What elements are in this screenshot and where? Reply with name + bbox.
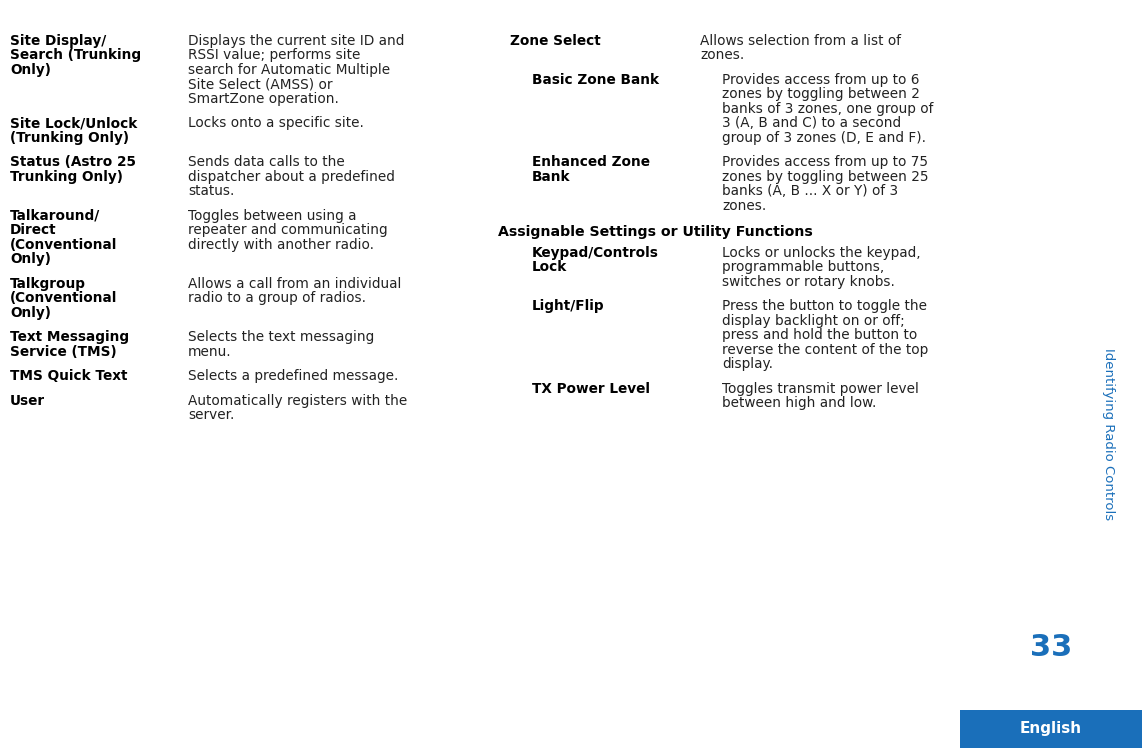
- Text: Basic Zone Bank: Basic Zone Bank: [532, 73, 659, 87]
- Text: switches or rotary knobs.: switches or rotary knobs.: [722, 275, 895, 289]
- Text: radio to a group of radios.: radio to a group of radios.: [188, 291, 365, 305]
- Text: reverse the content of the top: reverse the content of the top: [722, 343, 928, 357]
- Text: zones by toggling between 25: zones by toggling between 25: [722, 170, 928, 184]
- Text: display backlight on or off;: display backlight on or off;: [722, 313, 904, 328]
- Text: (Trunking Only): (Trunking Only): [10, 131, 129, 144]
- Text: banks of 3 zones, one group of: banks of 3 zones, one group of: [722, 102, 933, 116]
- Text: Only): Only): [10, 306, 51, 319]
- Text: Allows a call from an individual: Allows a call from an individual: [188, 277, 401, 291]
- Text: Toggles between using a: Toggles between using a: [188, 209, 356, 223]
- Text: Light/Flip: Light/Flip: [532, 299, 604, 313]
- Bar: [960, 710, 1142, 748]
- Text: Service (TMS): Service (TMS): [10, 345, 116, 358]
- Text: Status (Astro 25: Status (Astro 25: [10, 155, 136, 169]
- Text: Text Messaging: Text Messaging: [10, 330, 129, 344]
- Text: zones.: zones.: [700, 48, 745, 62]
- Text: Enhanced Zone: Enhanced Zone: [532, 155, 650, 169]
- Text: Selects the text messaging: Selects the text messaging: [188, 330, 375, 344]
- Text: Allows selection from a list of: Allows selection from a list of: [700, 34, 901, 48]
- Text: Site Display/: Site Display/: [10, 34, 106, 48]
- Text: Only): Only): [10, 252, 51, 266]
- Text: TX Power Level: TX Power Level: [532, 381, 650, 396]
- Text: search for Automatic Multiple: search for Automatic Multiple: [188, 63, 391, 76]
- Text: dispatcher about a predefined: dispatcher about a predefined: [188, 170, 395, 184]
- Text: Identifying Radio Controls: Identifying Radio Controls: [1102, 348, 1115, 520]
- Text: Locks or unlocks the keypad,: Locks or unlocks the keypad,: [722, 245, 920, 260]
- Text: repeater and communicating: repeater and communicating: [188, 223, 387, 237]
- Text: zones.: zones.: [722, 199, 766, 212]
- Text: zones by toggling between 2: zones by toggling between 2: [722, 88, 919, 101]
- Text: between high and low.: between high and low.: [722, 396, 876, 410]
- Text: Keypad/Controls: Keypad/Controls: [532, 245, 659, 260]
- Text: Bank: Bank: [532, 170, 571, 184]
- Text: User: User: [10, 393, 46, 408]
- Text: press and hold the button to: press and hold the button to: [722, 328, 917, 342]
- Text: directly with another radio.: directly with another radio.: [188, 238, 373, 251]
- Text: 33: 33: [1030, 633, 1072, 662]
- Text: English: English: [1020, 722, 1083, 737]
- Text: (Conventional: (Conventional: [10, 238, 118, 251]
- Text: Trunking Only): Trunking Only): [10, 170, 123, 184]
- Text: Site Select (AMSS) or: Site Select (AMSS) or: [188, 77, 332, 91]
- Text: Provides access from up to 75: Provides access from up to 75: [722, 155, 928, 169]
- Text: server.: server.: [188, 408, 234, 422]
- Text: RSSI value; performs site: RSSI value; performs site: [188, 48, 361, 62]
- Text: banks (A, B ... X or Y) of 3: banks (A, B ... X or Y) of 3: [722, 184, 898, 198]
- Text: Talkaround/: Talkaround/: [10, 209, 100, 223]
- Text: Automatically registers with the: Automatically registers with the: [188, 393, 408, 408]
- Text: Search (Trunking: Search (Trunking: [10, 48, 142, 62]
- Text: (Conventional: (Conventional: [10, 291, 118, 305]
- Text: Selects a predefined message.: Selects a predefined message.: [188, 370, 399, 383]
- Text: menu.: menu.: [188, 345, 232, 358]
- Text: Only): Only): [10, 63, 51, 76]
- Text: programmable buttons,: programmable buttons,: [722, 260, 884, 275]
- Text: Assignable Settings or Utility Functions: Assignable Settings or Utility Functions: [498, 225, 813, 239]
- Text: Provides access from up to 6: Provides access from up to 6: [722, 73, 919, 87]
- Text: Sends data calls to the: Sends data calls to the: [188, 155, 345, 169]
- Text: Toggles transmit power level: Toggles transmit power level: [722, 381, 919, 396]
- Text: Press the button to toggle the: Press the button to toggle the: [722, 299, 927, 313]
- Text: Site Lock/Unlock: Site Lock/Unlock: [10, 116, 137, 130]
- Text: Direct: Direct: [10, 223, 57, 237]
- Text: TMS Quick Text: TMS Quick Text: [10, 370, 128, 383]
- Text: display.: display.: [722, 357, 773, 371]
- Text: Displays the current site ID and: Displays the current site ID and: [188, 34, 404, 48]
- Text: Locks onto a specific site.: Locks onto a specific site.: [188, 116, 364, 130]
- Text: 3 (A, B and C) to a second: 3 (A, B and C) to a second: [722, 116, 901, 130]
- Text: Lock: Lock: [532, 260, 568, 275]
- Text: SmartZone operation.: SmartZone operation.: [188, 92, 339, 105]
- Text: status.: status.: [188, 184, 234, 198]
- Text: Talkgroup: Talkgroup: [10, 277, 86, 291]
- Text: group of 3 zones (D, E and F).: group of 3 zones (D, E and F).: [722, 131, 926, 144]
- Text: Zone Select: Zone Select: [510, 34, 601, 48]
